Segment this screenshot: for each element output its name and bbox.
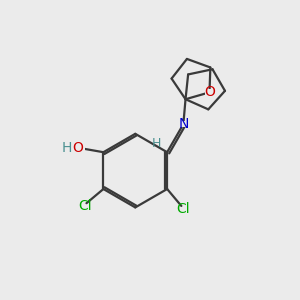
- Bar: [179, 121, 188, 128]
- Text: H: H: [151, 137, 161, 151]
- Bar: [70, 144, 85, 152]
- Text: O: O: [72, 141, 83, 155]
- Text: H: H: [61, 141, 71, 155]
- Bar: [205, 89, 214, 96]
- Text: O: O: [205, 85, 215, 99]
- Text: Cl: Cl: [78, 199, 92, 213]
- Text: N: N: [178, 117, 188, 131]
- Text: Cl: Cl: [176, 202, 190, 216]
